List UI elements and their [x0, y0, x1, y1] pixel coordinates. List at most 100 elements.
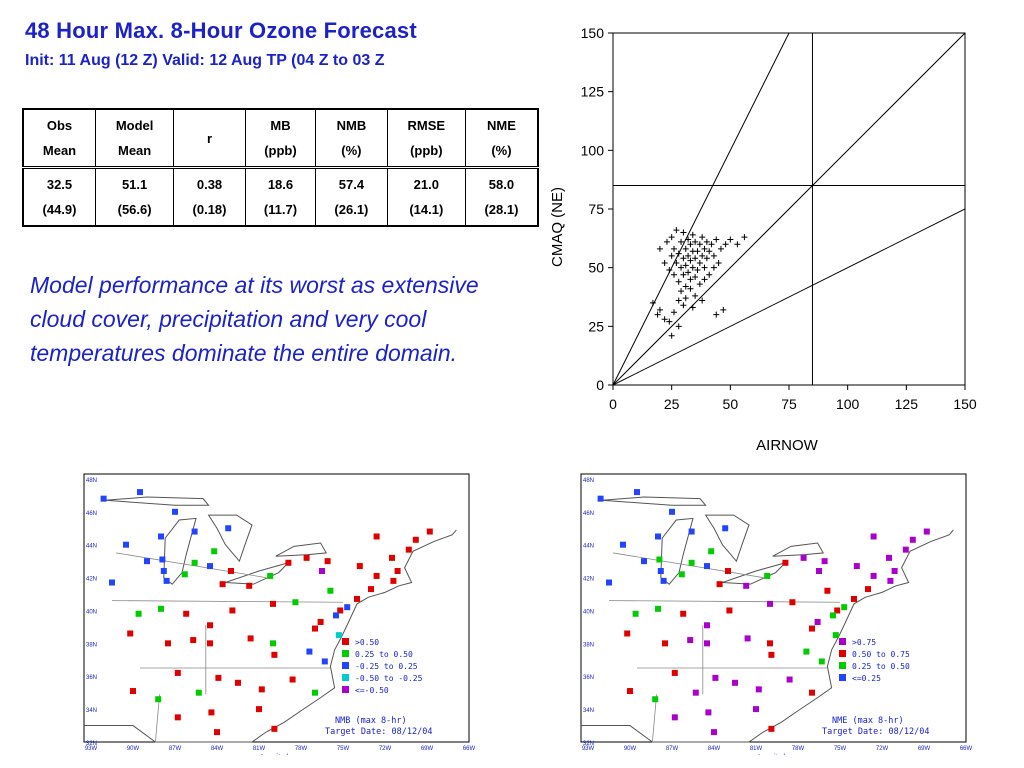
data-point	[678, 238, 685, 245]
site-marker	[655, 605, 661, 612]
data-point	[687, 241, 694, 248]
site-marker	[669, 508, 675, 515]
data-point	[696, 241, 703, 248]
state-border	[116, 552, 267, 578]
site-marker	[207, 563, 213, 570]
site-marker	[183, 610, 190, 617]
site-marker	[214, 729, 220, 736]
lake-outline	[275, 542, 328, 557]
site-marker	[356, 563, 363, 570]
site-marker	[722, 525, 729, 532]
cell-obs-mean: 32.5 (44.9)	[22, 167, 97, 227]
site-marker	[246, 582, 253, 589]
state-border	[111, 600, 344, 603]
longitude-label: Longitude	[261, 754, 292, 755]
site-marker	[597, 495, 604, 502]
legend-label: 0.50 to 0.75	[852, 650, 910, 659]
data-point	[713, 311, 720, 318]
lon-tick-label: 84W	[708, 746, 721, 752]
data-point	[706, 248, 713, 255]
site-marker	[705, 709, 712, 716]
site-marker	[744, 635, 751, 642]
site-marker	[319, 568, 325, 575]
data-point	[701, 264, 708, 271]
site-marker	[390, 577, 397, 584]
site-marker	[620, 541, 626, 548]
data-point	[675, 278, 682, 285]
stats-header-row: Obs Mean Model Mean r MB (ppb) NMB (%) RMSE(…	[22, 108, 539, 168]
site-marker	[405, 546, 412, 553]
site-marker	[127, 630, 134, 637]
x-tick-label: 100	[836, 396, 860, 412]
site-marker	[870, 533, 877, 540]
longitude-label: Longitude	[758, 754, 789, 755]
lat-tick-label: 42N	[583, 577, 594, 583]
y-axis-label: CMAQ (NE)	[549, 187, 566, 267]
x-tick-label: 125	[895, 396, 919, 412]
site-marker	[809, 689, 815, 696]
site-marker	[716, 581, 723, 588]
site-marker	[235, 679, 241, 686]
lake-outline	[772, 542, 825, 557]
cell-model-mean: 51.1 (56.6)	[95, 167, 175, 227]
site-marker	[247, 635, 254, 642]
site-marker	[109, 579, 115, 586]
data-point	[708, 241, 715, 248]
site-marker	[321, 658, 328, 665]
data-point	[703, 255, 710, 262]
data-point	[717, 245, 724, 252]
site-marker	[158, 533, 164, 540]
header-rmse: RMSE (ppb)	[386, 108, 466, 168]
site-marker	[902, 546, 909, 553]
site-marker	[258, 686, 265, 693]
ratio-line-2	[613, 33, 790, 385]
x-tick-label: 150	[953, 396, 977, 412]
data-point	[682, 295, 689, 302]
site-marker	[704, 640, 710, 647]
y-tick-label: 125	[581, 84, 605, 100]
data-point	[689, 264, 696, 271]
site-marker	[656, 556, 663, 563]
site-marker	[803, 648, 810, 655]
coastline	[581, 529, 954, 743]
data-point	[687, 276, 694, 283]
legend-swatch	[839, 638, 846, 645]
site-marker	[373, 572, 380, 579]
data-point	[720, 306, 727, 313]
stats-value-row: 32.5 (44.9) 51.1 (56.6) 0.38 (0.18) 18.6 (11…	[22, 167, 539, 227]
lon-tick-label: 75W	[337, 746, 350, 752]
data-point	[675, 250, 682, 257]
site-marker	[160, 568, 167, 575]
data-point	[687, 285, 694, 292]
site-marker	[228, 568, 234, 575]
y-tick-label: 150	[581, 25, 605, 41]
data-point	[673, 259, 680, 266]
lat-tick-label: 48N	[86, 478, 97, 484]
data-point	[699, 297, 706, 304]
data-point	[675, 323, 682, 330]
site-marker	[782, 559, 789, 566]
data-point	[692, 238, 699, 245]
lon-tick-label: 93W	[85, 746, 98, 752]
site-marker	[191, 528, 198, 535]
cell-nme: 58.0 (28.1)	[464, 167, 539, 227]
x-tick-label: 75	[781, 396, 797, 412]
site-marker	[671, 714, 678, 721]
cell-nmb: 57.4 (26.1)	[315, 167, 388, 227]
legend-swatch	[839, 674, 846, 681]
y-tick-label: 100	[581, 142, 605, 158]
state-border	[155, 694, 160, 743]
data-point	[699, 234, 706, 241]
lon-tick-label: 66W	[463, 746, 476, 752]
legend-swatch	[839, 662, 846, 669]
site-marker	[809, 625, 815, 632]
lat-tick-label: 40N	[583, 609, 594, 615]
site-marker	[225, 525, 232, 532]
data-point	[671, 271, 678, 278]
site-marker	[207, 640, 213, 647]
data-point	[668, 252, 675, 259]
data-point	[699, 252, 706, 259]
site-marker	[660, 577, 667, 584]
data-point	[689, 231, 696, 238]
